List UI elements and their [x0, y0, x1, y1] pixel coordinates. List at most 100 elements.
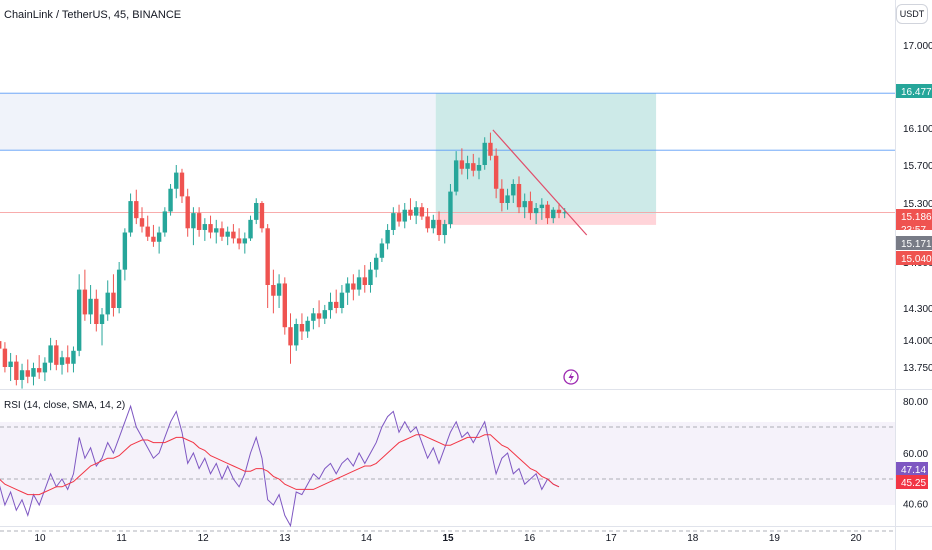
time-tick-label-5: 15 [442, 533, 454, 544]
candle-22 [122, 232, 128, 270]
rsi-badge-label-1: 45.25 [901, 478, 926, 489]
candle-60 [339, 292, 345, 308]
price-badge-label-3: 15.171 [901, 239, 932, 250]
price-tick-label-2: 15.700 [903, 161, 932, 172]
candle-45 [254, 203, 259, 220]
candle-96 [545, 204, 550, 219]
candle-42 [236, 238, 242, 244]
price-tick-label-7: 13.750 [903, 363, 932, 374]
candle-40 [225, 231, 230, 237]
candle-91 [516, 184, 522, 208]
candle-26 [145, 226, 150, 237]
candle-3 [14, 361, 19, 380]
rsi-tick-label-3: 40.60 [903, 499, 928, 510]
candle-28 [156, 232, 162, 242]
time-tick-label-1: 11 [116, 533, 127, 544]
candle-90 [511, 184, 516, 196]
candle-47 [265, 228, 270, 285]
candle-32 [179, 172, 185, 197]
candle-66 [373, 257, 379, 270]
candle-15 [82, 289, 88, 315]
candle-23 [128, 201, 133, 233]
candle-21 [116, 269, 122, 308]
candle-30 [168, 188, 173, 212]
candle-35 [196, 213, 202, 230]
candle-19 [105, 292, 110, 315]
price-badge-0 [896, 84, 932, 98]
rsi-badge-0 [896, 462, 928, 476]
candle-65 [368, 269, 373, 285]
candle-75 [425, 216, 430, 229]
time-tick-label-8: 18 [687, 533, 699, 544]
candle-59 [334, 301, 339, 308]
candle-88 [499, 188, 505, 203]
candle-34 [191, 213, 196, 229]
candle-74 [419, 207, 425, 217]
candle-85 [482, 142, 487, 165]
candle-71 [402, 209, 407, 222]
candle-27 [151, 236, 156, 242]
candle-20 [111, 292, 116, 308]
candle-6 [31, 368, 36, 377]
candle-13 [71, 350, 76, 364]
candle-0 [0, 341, 2, 349]
candle-55 [311, 313, 316, 321]
candle-73 [413, 207, 419, 216]
candle-87 [493, 155, 499, 189]
candle-10 [54, 345, 59, 365]
candle-53 [299, 324, 305, 332]
candle-77 [436, 219, 442, 236]
candle-37 [208, 224, 213, 233]
candle-25 [139, 218, 145, 227]
candle-1 [2, 348, 8, 367]
lightning-icon-bolt [568, 371, 574, 383]
candle-82 [465, 163, 470, 169]
time-tick-label-6: 16 [524, 533, 536, 544]
candle-11 [59, 357, 65, 365]
candle-39 [219, 228, 225, 237]
candle-76 [431, 219, 436, 229]
time-tick-label-3: 13 [279, 533, 291, 544]
candle-97 [551, 209, 556, 219]
candle-61 [345, 283, 350, 293]
long-position-target-zone [435, 93, 657, 214]
rsi-badge-label-0: 47.14 [901, 465, 926, 476]
rsi-line [0, 404, 560, 528]
price-tick-label-6: 14.000 [903, 336, 932, 347]
candle-36 [202, 224, 208, 230]
currency-button[interactable]: USDT [896, 4, 928, 24]
candle-4 [19, 370, 25, 380]
price-badge-label-2: 23:57 [901, 225, 926, 236]
candle-29 [162, 211, 168, 233]
candle-33 [185, 196, 190, 229]
candle-44 [248, 219, 253, 239]
time-tick-label-4: 14 [361, 533, 373, 544]
time-tick-label-10: 20 [850, 533, 862, 544]
time-tick-label-7: 17 [606, 533, 618, 544]
price-badge-3 [896, 236, 932, 250]
candle-80 [453, 160, 459, 192]
candle-98 [556, 209, 562, 214]
candle-89 [505, 195, 510, 203]
candle-69 [391, 213, 396, 230]
price-tick-label-1: 16.100 [903, 124, 932, 135]
candle-64 [362, 277, 367, 285]
candle-70 [396, 213, 402, 222]
candle-62 [351, 283, 356, 290]
candle-46 [259, 203, 265, 229]
candle-56 [316, 313, 322, 319]
candle-38 [214, 228, 219, 233]
candle-24 [134, 201, 139, 219]
price-tick-label-0: 17.000 [903, 41, 932, 52]
candle-95 [539, 204, 545, 209]
candle-43 [242, 238, 248, 244]
candle-17 [94, 298, 99, 324]
candle-8 [42, 362, 48, 373]
candle-14 [76, 289, 82, 351]
candle-68 [385, 229, 390, 244]
candle-31 [174, 172, 179, 189]
candle-18 [99, 314, 105, 324]
candle-92 [522, 201, 527, 208]
rsi-indicator-title: RSI (14, close, SMA, 14, 2) [4, 400, 126, 411]
